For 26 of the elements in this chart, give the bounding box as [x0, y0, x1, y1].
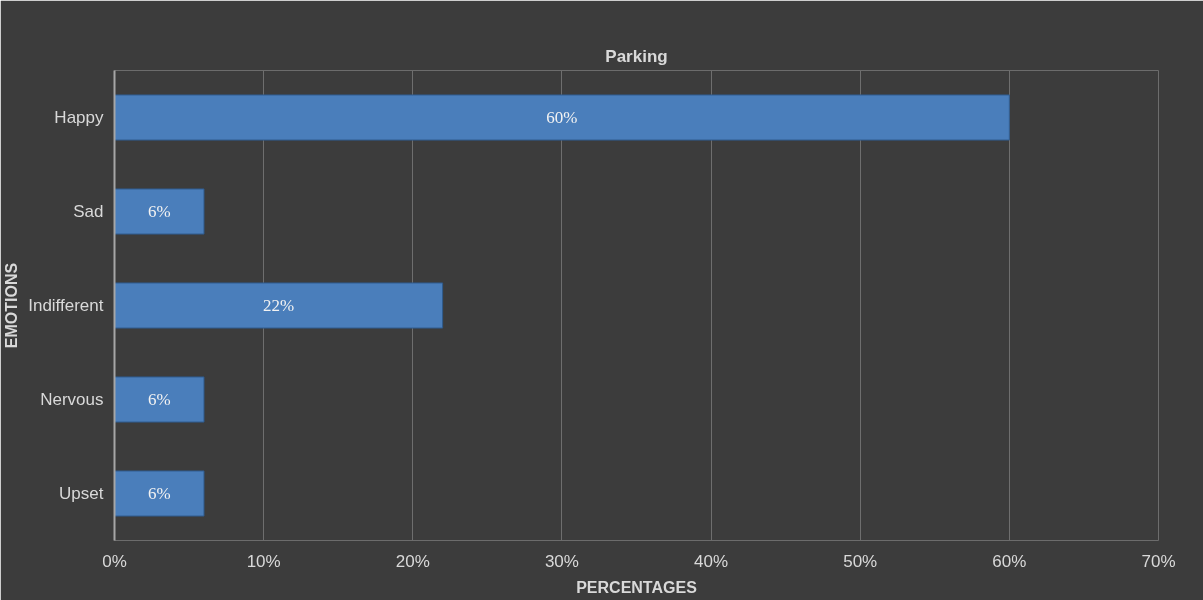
- y-tick-label: Sad: [73, 202, 104, 221]
- x-tick-label: 30%: [544, 551, 579, 571]
- y-tick-label: Happy: [54, 108, 104, 127]
- x-tick-label: 10%: [246, 551, 281, 571]
- y-tick-label: Upset: [59, 484, 104, 503]
- data-label: 6%: [147, 484, 171, 503]
- data-label: 6%: [147, 202, 171, 221]
- x-tick-label: 60%: [992, 551, 1027, 571]
- x-tick-label: 70%: [1141, 551, 1176, 571]
- data-label: 22%: [262, 296, 295, 315]
- y-tick-label: Indifferent: [28, 296, 104, 315]
- x-tick-label: 20%: [395, 551, 430, 571]
- x-tick-label: 50%: [843, 551, 878, 571]
- x-axis-title: PERCENTAGES: [576, 578, 698, 596]
- bar: [114, 282, 444, 329]
- data-label: 60%: [546, 108, 578, 127]
- y-tick-label: Nervous: [40, 390, 104, 409]
- chart-title: Parking: [605, 46, 668, 66]
- y-axis-title: EMOTIONS: [3, 262, 21, 349]
- bar: [114, 94, 1010, 141]
- x-tick-label: 0%: [102, 551, 127, 571]
- bar: [114, 376, 205, 423]
- data-label: 6%: [147, 390, 171, 409]
- bar: [114, 188, 205, 235]
- bar: [114, 470, 205, 517]
- x-tick-label: 40%: [694, 551, 729, 571]
